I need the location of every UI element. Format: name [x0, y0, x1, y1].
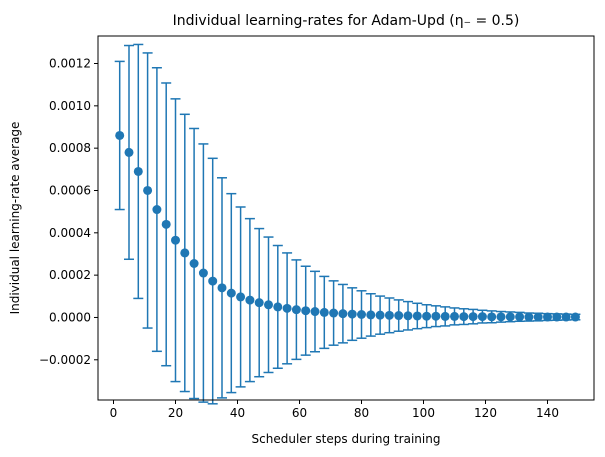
- data-point: [440, 311, 450, 321]
- data-point: [245, 295, 255, 305]
- data-point: [533, 312, 543, 322]
- data-points: [115, 130, 580, 322]
- data-point: [477, 312, 487, 322]
- data-point: [282, 303, 292, 313]
- data-point: [384, 310, 394, 320]
- x-tick-label: 100: [412, 406, 435, 420]
- data-point: [208, 276, 218, 286]
- data-point: [171, 235, 180, 245]
- x-tick-label: 120: [474, 406, 497, 420]
- data-point: [468, 312, 478, 322]
- y-axis-label: Individual learning-rate average: [8, 122, 22, 315]
- data-point: [450, 311, 459, 321]
- data-point: [487, 312, 497, 322]
- data-point: [338, 309, 348, 319]
- data-point: [152, 205, 162, 215]
- data-point: [524, 312, 534, 322]
- data-point: [133, 166, 143, 176]
- y-tick-label: 0.0002: [49, 268, 91, 282]
- data-point: [422, 311, 432, 321]
- x-tick-label: 40: [230, 406, 245, 420]
- plot-frame: [97, 35, 595, 401]
- data-point: [375, 310, 385, 320]
- data-point: [217, 283, 227, 293]
- data-point: [403, 311, 413, 321]
- data-point: [412, 311, 422, 321]
- data-point: [459, 312, 469, 322]
- data-point: [124, 147, 134, 157]
- x-axis-label: Scheduler steps during training: [252, 432, 441, 446]
- data-point: [301, 306, 311, 316]
- data-point: [505, 312, 515, 322]
- y-tick-label: 0.0012: [49, 57, 91, 71]
- x-tick-label: 80: [354, 406, 369, 420]
- x-axis-ticks: 0 20 40 60 80 100 120 140: [110, 400, 559, 420]
- data-point: [357, 310, 366, 320]
- y-tick-label: 0.0004: [49, 226, 91, 240]
- data-point: [543, 312, 552, 322]
- data-point: [236, 292, 246, 302]
- data-point: [264, 300, 273, 310]
- data-point: [143, 185, 153, 195]
- x-tick-label: 60: [292, 406, 307, 420]
- data-point: [161, 219, 171, 229]
- y-axis-ticks: −0.0002 0.0000 0.0002 0.0004 0.0006 0.0008 0.0…: [39, 57, 98, 367]
- data-point: [291, 305, 301, 315]
- data-point: [329, 308, 339, 318]
- data-point: [366, 310, 376, 320]
- x-tick-label: 0: [110, 406, 118, 420]
- y-tick-label: −0.0002: [39, 353, 91, 367]
- data-point: [273, 302, 283, 312]
- data-point: [198, 268, 208, 278]
- data-point: [180, 248, 190, 258]
- x-tick-label: 20: [168, 406, 183, 420]
- data-point: [310, 307, 320, 317]
- y-tick-label: 0.0000: [49, 310, 91, 324]
- y-tick-label: 0.0008: [49, 141, 91, 155]
- data-point: [431, 311, 441, 321]
- data-point: [226, 288, 236, 298]
- data-point: [515, 312, 525, 322]
- data-point: [347, 309, 357, 319]
- chart-title: Individual learning-rates for Adam-Upd (…: [173, 13, 520, 29]
- error-bars: [114, 43, 581, 405]
- y-tick-label: 0.0010: [49, 99, 91, 113]
- data-point: [319, 307, 329, 317]
- y-tick-label: 0.0006: [49, 183, 91, 197]
- data-point: [189, 259, 199, 268]
- data-point: [394, 311, 404, 321]
- data-point: [115, 130, 125, 140]
- data-point: [570, 312, 580, 322]
- data-point: [561, 312, 571, 322]
- x-tick-label: 140: [536, 406, 559, 420]
- data-point: [496, 312, 506, 322]
- data-point: [552, 312, 562, 322]
- data-point: [254, 298, 264, 308]
